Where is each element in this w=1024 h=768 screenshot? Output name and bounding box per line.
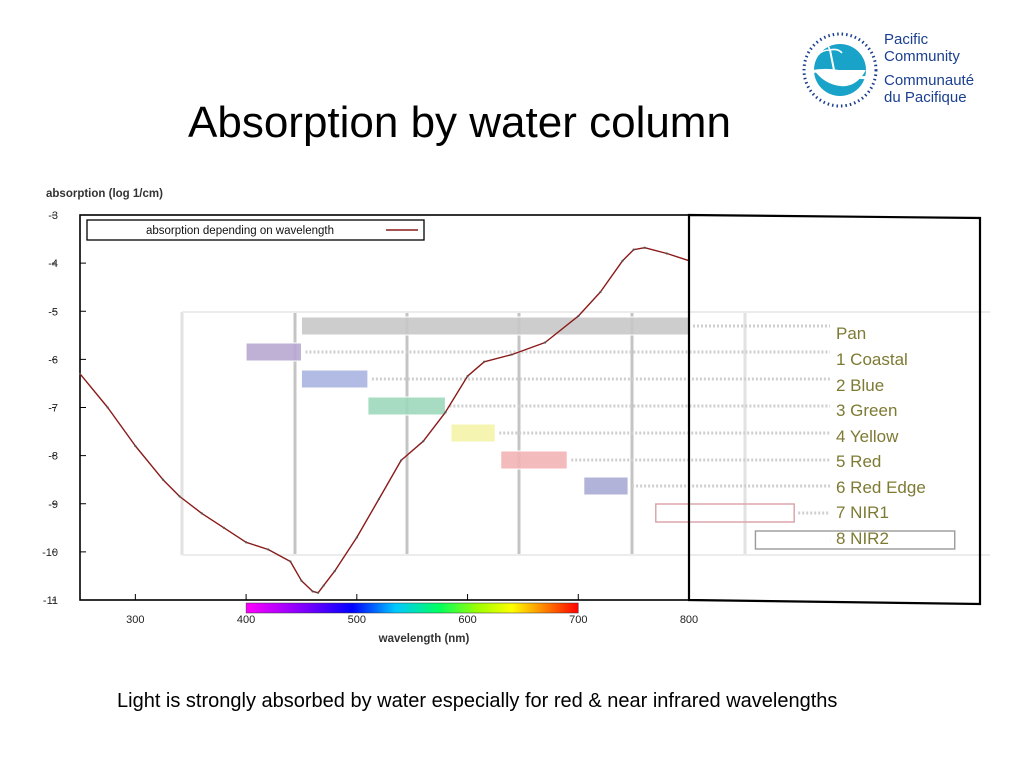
- band-7-nir1-bar: [655, 503, 795, 523]
- band-8-nir2-bar: [754, 530, 956, 550]
- y-tick-label: -10: [42, 547, 58, 559]
- absorption-data-point: [222, 526, 226, 529]
- band-5-red-bar: [500, 450, 568, 470]
- absorption-data-point: [333, 570, 336, 573]
- absorption-data-point: [632, 248, 635, 251]
- logo-text: Pacific Community Communauté du Pacifiqu…: [884, 31, 975, 106]
- absorption-data-point: [665, 252, 668, 255]
- y-tick-label: -8: [48, 451, 58, 463]
- band-1-coastal-bar: [245, 342, 302, 362]
- absorption-data-point: [400, 459, 403, 462]
- band-label: 6 Red Edge: [836, 478, 926, 497]
- y-tick-label: -5: [48, 306, 58, 318]
- legend-entry-label: absorption depending on wavelength: [146, 225, 334, 237]
- absorption-data-point: [483, 360, 486, 363]
- x-tick-label: 600: [458, 614, 476, 626]
- absorption-data-point: [322, 584, 325, 587]
- logo-line-communaute: Communauté: [884, 72, 975, 89]
- absorption-data-point: [78, 372, 82, 375]
- band-label: 3 Green: [836, 401, 898, 420]
- overlay-frame: [687, 213, 982, 606]
- absorption-data-point: [289, 560, 292, 563]
- x-tick-label: 800: [680, 614, 698, 626]
- slide-caption: Light is strongly absorbed by water espe…: [117, 690, 838, 712]
- pacific-community-emblem-icon: [802, 32, 878, 108]
- absorption-data-point: [134, 444, 137, 448]
- x-tick-label: 500: [348, 614, 366, 626]
- absorption-data-point: [355, 536, 358, 539]
- band-3-green-bar: [367, 396, 446, 416]
- logo-line-pacific: Pacific: [884, 31, 929, 48]
- absorption-data-point: [200, 512, 203, 515]
- absorption-data-point: [643, 246, 646, 249]
- band-label: 8 NIR2: [836, 529, 889, 548]
- absorption-data-point: [422, 440, 425, 443]
- absorption-data-point: [444, 411, 447, 414]
- absorption-data-point: [106, 406, 109, 409]
- absorption-data-point: [577, 314, 580, 318]
- absorption-data-point: [300, 579, 303, 582]
- absorption-data-point: [466, 375, 469, 378]
- absorption-data-point: [599, 290, 602, 294]
- spectrum-bar: [245, 602, 579, 614]
- band-label: 7 NIR1: [836, 503, 889, 522]
- y-tick-label: -11: [43, 595, 58, 607]
- x-axis-label: wavelength (nm): [378, 633, 470, 645]
- absorption-series-line: [79, 247, 690, 594]
- band-2-blue-bar: [300, 369, 369, 389]
- band-6-red-edge-bar: [583, 476, 629, 496]
- x-tick-label: 400: [237, 614, 255, 626]
- band-label: 2 Blue: [836, 376, 885, 395]
- y-tick-label: -4: [48, 258, 58, 270]
- pacific-community-logo: Pacific Community Communauté du Pacifiqu…: [800, 28, 1000, 112]
- band-label: Pan: [836, 324, 867, 343]
- logo-line-du-pacifique: du Pacifique: [884, 88, 967, 106]
- y-tick-label: -7: [48, 403, 58, 415]
- absorption-data-point: [267, 548, 270, 551]
- band-label: 1 Coastal: [836, 350, 908, 369]
- y-tick-label: -6: [48, 354, 58, 366]
- band-pan-bar: [300, 316, 690, 336]
- slide-title: Absorption by water column: [188, 98, 731, 147]
- absorption-data-point: [161, 478, 165, 481]
- y-tick-label: -9: [48, 499, 58, 511]
- logo-line-community: Community: [884, 47, 960, 65]
- absorption-data-point: [543, 341, 547, 344]
- absorption-data-point: [510, 353, 513, 356]
- absorption-data-point: [178, 495, 181, 498]
- band-label: 4 Yellow: [836, 427, 899, 446]
- band-label: 5 Red: [836, 452, 882, 471]
- absorption-data-point: [377, 497, 381, 501]
- y-axis-label: absorption (log 1/cm): [46, 188, 163, 200]
- absorption-data-point: [244, 541, 248, 544]
- absorption-data-point: [621, 259, 624, 262]
- absorption-data-point: [311, 590, 314, 593]
- band-4-yellow-bar: [450, 423, 496, 443]
- legend-box: [86, 219, 425, 241]
- x-tick-label: 300: [126, 614, 144, 626]
- absorption-data-point: [316, 591, 320, 594]
- y-tick-label: -3: [48, 210, 58, 222]
- x-tick-label: 700: [569, 614, 587, 626]
